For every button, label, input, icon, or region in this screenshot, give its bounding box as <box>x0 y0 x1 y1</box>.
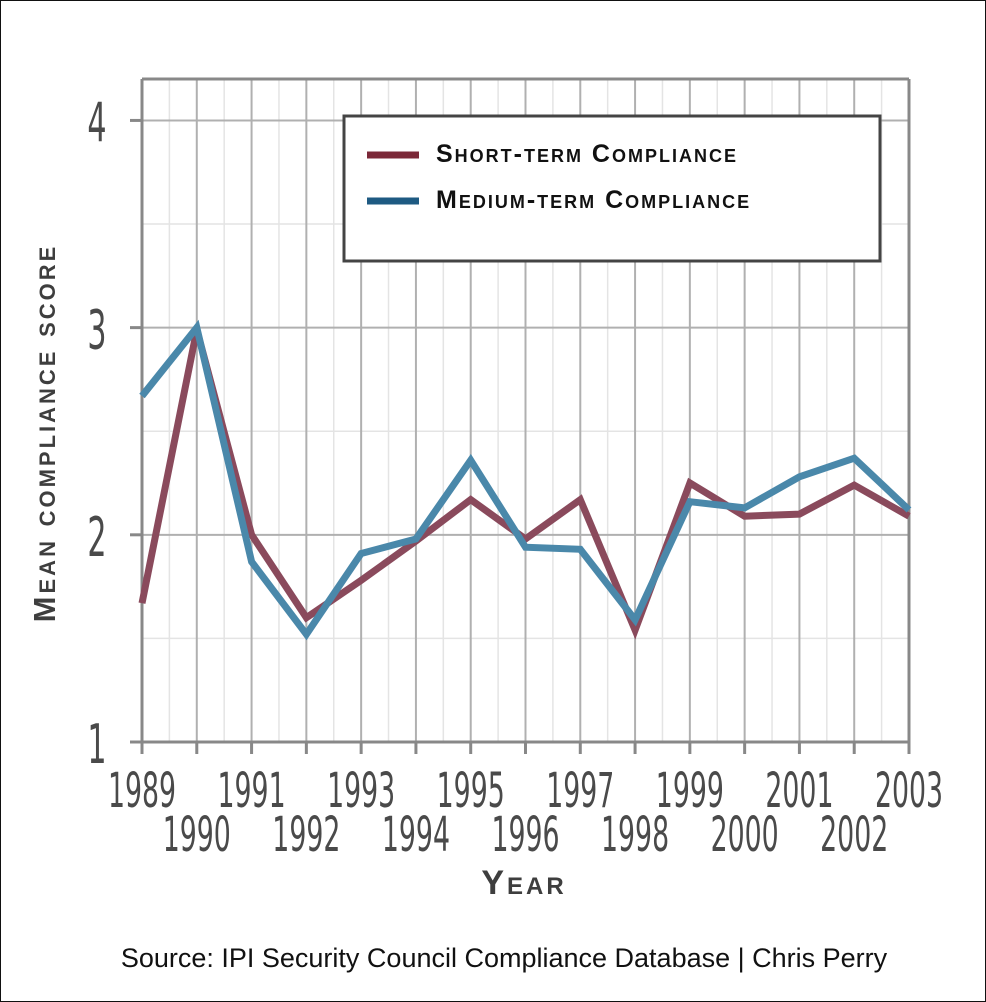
x-tick-label: 1993 <box>327 764 395 819</box>
x-axis-title: Year <box>481 864 566 902</box>
series-line-short-term <box>138 328 911 640</box>
series-layer <box>138 319 912 641</box>
y-tick-label: 1 <box>87 713 106 777</box>
series-line-medium-term <box>139 319 912 641</box>
x-tick-label: 2000 <box>711 808 779 863</box>
x-tick-labels: 1989199019911992199319941995199619971998… <box>108 742 943 863</box>
x-tick-label: 1992 <box>272 808 340 863</box>
x-tick-label: 1996 <box>491 808 559 863</box>
source-credit: Source: IPI Security Council Compliance … <box>121 943 888 973</box>
x-tick-label: 2003 <box>875 764 943 819</box>
x-tick-label: 2002 <box>820 808 888 863</box>
x-tick-label: 1991 <box>218 764 286 819</box>
plot-border <box>132 77 911 752</box>
y-tick-label: 4 <box>87 91 106 155</box>
y-tick-label: 2 <box>87 505 106 569</box>
y-axis-title: Mean compliance score <box>27 244 62 623</box>
x-tick-label: 1998 <box>601 808 669 863</box>
x-tick-label: 1999 <box>656 764 724 819</box>
x-tick-label: 1997 <box>546 764 614 819</box>
x-tick-label: 1989 <box>108 764 176 819</box>
legend-label-medium-term: Medium-term Compliance <box>436 186 751 214</box>
legend-box <box>342 114 882 263</box>
x-tick-label: 1990 <box>163 808 231 863</box>
y-tick-label: 3 <box>87 298 106 362</box>
x-tick-label: 2001 <box>765 764 833 819</box>
y-tick-labels: 1 2 3 4 <box>87 91 142 776</box>
x-tick-label: 1995 <box>437 764 505 819</box>
legend-label-short-term: Short-term Compliance <box>436 140 738 168</box>
x-tick-label: 1994 <box>382 808 450 863</box>
legend: Short-term Compliance Medium-term Compli… <box>342 114 882 263</box>
